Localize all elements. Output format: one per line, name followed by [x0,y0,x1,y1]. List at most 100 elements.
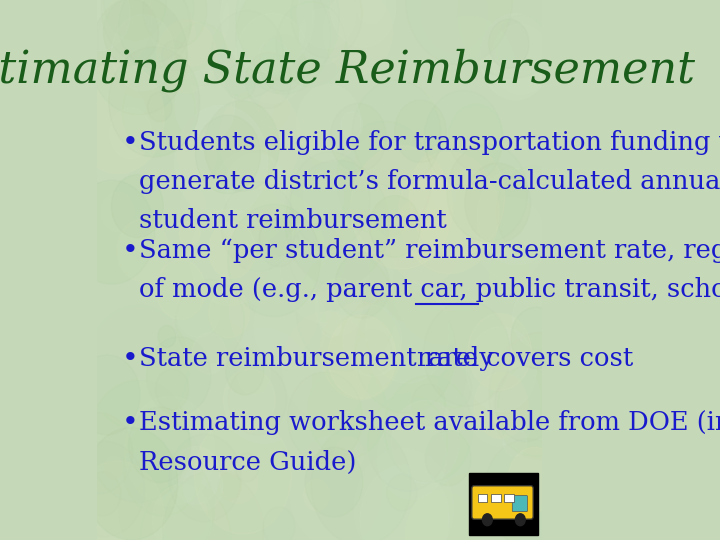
Circle shape [300,9,346,65]
Circle shape [360,465,449,540]
Circle shape [161,487,207,540]
Circle shape [212,11,283,98]
Circle shape [109,108,152,159]
Circle shape [219,89,301,188]
FancyBboxPatch shape [472,486,534,519]
Circle shape [516,514,525,526]
Circle shape [496,166,571,257]
Circle shape [468,313,531,390]
Circle shape [104,0,166,39]
Circle shape [89,0,187,115]
Circle shape [323,0,392,74]
Circle shape [513,286,564,348]
Circle shape [152,484,212,540]
Circle shape [174,105,268,218]
Circle shape [117,219,168,281]
Circle shape [387,285,416,320]
FancyBboxPatch shape [513,496,528,512]
Circle shape [220,457,258,504]
Circle shape [89,380,189,503]
Circle shape [328,315,396,399]
Circle shape [283,312,372,420]
Circle shape [447,144,528,241]
Circle shape [464,354,541,447]
Text: covers cost: covers cost [478,346,634,370]
Circle shape [230,255,318,363]
Circle shape [467,327,536,412]
Circle shape [176,280,244,363]
Circle shape [264,507,295,540]
Circle shape [238,356,270,395]
Circle shape [477,168,557,265]
Text: •: • [122,130,138,157]
Circle shape [204,101,279,191]
Circle shape [212,150,290,245]
Circle shape [112,15,174,91]
Circle shape [69,180,155,284]
Circle shape [405,490,477,540]
Text: •: • [122,346,138,373]
Circle shape [226,349,264,395]
Circle shape [172,446,220,504]
Circle shape [337,122,432,236]
Circle shape [384,376,472,482]
Circle shape [409,140,505,256]
Circle shape [129,407,191,482]
Text: Same “per student” reimbursement rate, regardless: Same “per student” reimbursement rate, r… [139,238,720,262]
Circle shape [474,373,528,438]
Circle shape [489,19,529,68]
Text: Resource Guide): Resource Guide) [139,450,356,475]
Circle shape [192,333,226,374]
Circle shape [369,195,420,258]
Circle shape [368,394,448,491]
Circle shape [484,438,572,540]
Circle shape [390,197,462,285]
Circle shape [366,282,449,383]
Text: •: • [122,238,138,265]
Circle shape [223,369,275,431]
Circle shape [423,16,516,128]
Circle shape [377,416,446,500]
Circle shape [122,67,196,156]
Circle shape [109,47,199,157]
Circle shape [490,249,530,299]
Circle shape [73,63,164,173]
Circle shape [423,301,510,406]
Circle shape [495,366,557,442]
Circle shape [156,260,205,320]
Circle shape [217,328,312,443]
Circle shape [222,0,305,77]
Circle shape [352,80,441,187]
Circle shape [390,217,496,345]
Circle shape [169,434,241,522]
Circle shape [297,0,356,49]
Circle shape [315,278,362,336]
Circle shape [335,252,390,319]
Circle shape [162,40,186,71]
Text: of mode (e.g., parent car, public transit, school bus): of mode (e.g., parent car, public transi… [139,277,720,302]
Circle shape [157,20,217,93]
Circle shape [428,472,518,540]
Circle shape [428,30,475,89]
Text: generate district’s formula-calculated annual per: generate district’s formula-calculated a… [139,169,720,194]
Circle shape [489,333,594,460]
Circle shape [289,435,382,540]
Circle shape [304,480,330,511]
Circle shape [71,461,164,540]
Circle shape [190,209,270,306]
Circle shape [426,430,471,485]
FancyBboxPatch shape [504,495,514,502]
Circle shape [392,400,459,483]
Circle shape [179,221,200,246]
Circle shape [221,0,314,72]
Text: State reimbursement rate: State reimbursement rate [139,346,486,370]
Circle shape [356,0,386,24]
Circle shape [119,451,214,540]
Circle shape [399,152,499,274]
Circle shape [235,453,258,482]
Circle shape [143,0,207,48]
Circle shape [104,0,158,65]
Circle shape [343,305,402,376]
Circle shape [406,0,513,65]
Circle shape [420,0,488,53]
